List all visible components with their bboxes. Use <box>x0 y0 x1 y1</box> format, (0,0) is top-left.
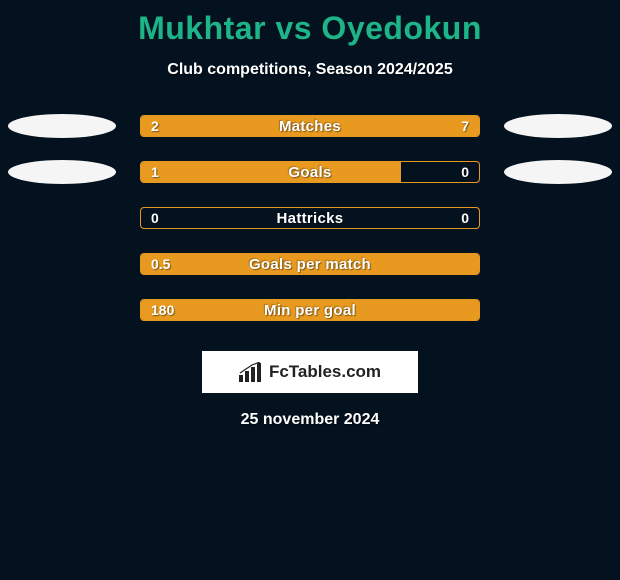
stat-bar: 0.5Goals per match <box>140 253 480 275</box>
right-ellipse <box>504 114 612 138</box>
right-ellipse <box>504 160 612 184</box>
stat-bar: 10Goals <box>140 161 480 183</box>
stat-bar: 180Min per goal <box>140 299 480 321</box>
left-slot <box>2 299 122 321</box>
stat-row: 27Matches <box>0 115 620 137</box>
brand-chart-icon <box>239 362 263 382</box>
page-subtitle: Club competitions, Season 2024/2025 <box>0 61 620 79</box>
stat-label: Min per goal <box>141 300 479 320</box>
page-title: Mukhtar vs Oyedokun <box>0 0 620 47</box>
right-slot <box>498 115 618 137</box>
stat-label: Matches <box>141 116 479 136</box>
left-slot <box>2 115 122 137</box>
stat-row: 10Goals <box>0 161 620 183</box>
stats-container: 27Matches 10Goals 00Hattricks 0.5Goals per … <box>0 115 620 321</box>
stat-row: 0.5Goals per match <box>0 253 620 275</box>
stat-row: 180Min per goal <box>0 299 620 321</box>
stat-label: Goals per match <box>141 254 479 274</box>
left-ellipse <box>8 160 116 184</box>
left-slot <box>2 253 122 275</box>
stat-label: Hattricks <box>141 208 479 228</box>
brand-badge: FcTables.com <box>202 351 418 393</box>
left-ellipse <box>8 114 116 138</box>
left-slot <box>2 207 122 229</box>
stat-bar: 00Hattricks <box>140 207 480 229</box>
stat-label: Goals <box>141 162 479 182</box>
right-slot <box>498 207 618 229</box>
stat-row: 00Hattricks <box>0 207 620 229</box>
right-slot <box>498 253 618 275</box>
brand-label: FcTables.com <box>269 362 381 382</box>
date-label: 25 november 2024 <box>0 411 620 429</box>
right-slot <box>498 299 618 321</box>
left-slot <box>2 161 122 183</box>
stat-bar: 27Matches <box>140 115 480 137</box>
right-slot <box>498 161 618 183</box>
